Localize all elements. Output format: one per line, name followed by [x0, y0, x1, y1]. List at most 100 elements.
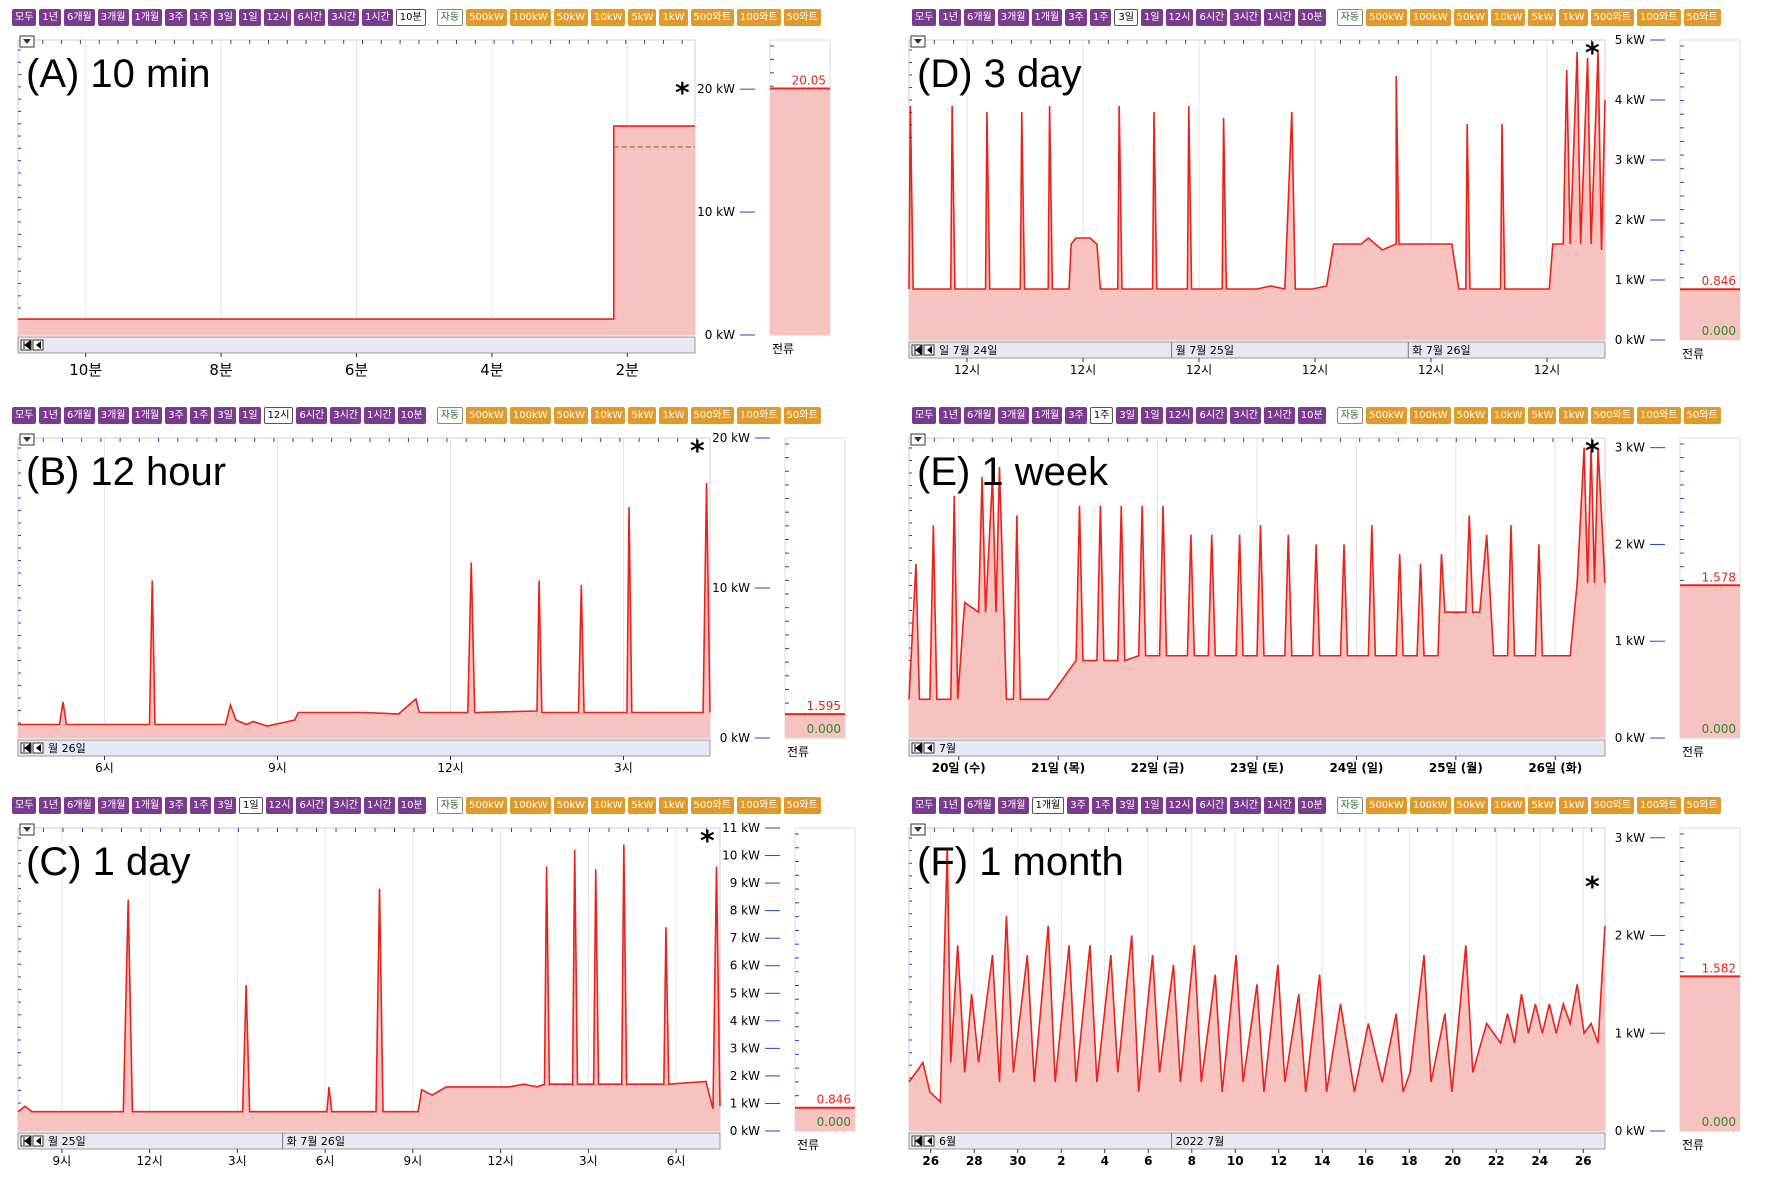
range-button-12[interactable]: 1시간	[1263, 797, 1295, 814]
range-button-3[interactable]: 3개월	[97, 9, 129, 26]
range-button-2[interactable]: 6개월	[63, 797, 95, 814]
range-button-4[interactable]: 1개월	[131, 9, 163, 26]
power-button-6[interactable]: 1kW	[659, 9, 688, 26]
range-button-12[interactable]: 1시간	[363, 797, 395, 814]
range-button-4[interactable]: 1개월	[1031, 797, 1065, 814]
power-button-5[interactable]: 5kW	[1528, 407, 1557, 424]
power-button-3[interactable]: 50kW	[553, 797, 589, 814]
power-button-0[interactable]: 자동	[1336, 407, 1364, 424]
power-button-8[interactable]: 100와트	[737, 797, 781, 814]
power-button-3[interactable]: 50kW	[553, 9, 589, 26]
power-button-7[interactable]: 500와트	[1590, 407, 1635, 424]
range-button-13[interactable]: 10분	[397, 407, 426, 424]
range-button-2[interactable]: 6개월	[63, 9, 95, 26]
range-button-8[interactable]: 1일	[1140, 9, 1163, 26]
range-button-8[interactable]: 1일	[1140, 797, 1163, 814]
range-button-4[interactable]: 1개월	[131, 797, 163, 814]
power-button-9[interactable]: 50와트	[1683, 407, 1721, 424]
range-button-4[interactable]: 1개월	[131, 407, 163, 424]
power-button-7[interactable]: 500와트	[1590, 9, 1635, 26]
power-button-8[interactable]: 100와트	[1637, 9, 1681, 26]
power-button-8[interactable]: 100와트	[1637, 797, 1681, 814]
power-button-4[interactable]: 10kW	[1491, 407, 1526, 424]
range-button-0[interactable]: 모두	[12, 9, 37, 26]
power-button-5[interactable]: 5kW	[628, 9, 657, 26]
range-button-5[interactable]: 3주	[1067, 797, 1089, 814]
range-button-8[interactable]: 1일	[238, 797, 263, 814]
range-button-10[interactable]: 6시간	[296, 407, 328, 424]
range-button-2[interactable]: 6개월	[963, 9, 995, 26]
power-button-2[interactable]: 100kW	[509, 407, 551, 424]
power-button-6[interactable]: 1kW	[659, 797, 688, 814]
power-button-4[interactable]: 10kW	[591, 407, 626, 424]
range-button-5[interactable]: 3주	[165, 407, 187, 424]
range-button-1[interactable]: 1년	[39, 9, 61, 26]
power-button-1[interactable]: 500kW	[466, 9, 507, 26]
range-button-11[interactable]: 3시간	[1230, 9, 1261, 26]
power-button-1[interactable]: 500kW	[1366, 797, 1407, 814]
range-button-2[interactable]: 6개월	[963, 797, 995, 814]
power-button-2[interactable]: 100kW	[1409, 407, 1451, 424]
range-button-0[interactable]: 모두	[912, 797, 937, 814]
range-button-7[interactable]: 3일	[1116, 407, 1138, 424]
range-button-3[interactable]: 3개월	[997, 407, 1029, 424]
range-button-12[interactable]: 1시간	[1263, 9, 1295, 26]
range-button-8[interactable]: 1일	[238, 9, 261, 26]
power-button-6[interactable]: 1kW	[1559, 9, 1588, 26]
range-button-0[interactable]: 모두	[912, 407, 937, 424]
range-button-13[interactable]: 10분	[397, 797, 426, 814]
range-button-6[interactable]: 1주	[1091, 797, 1114, 814]
range-button-1[interactable]: 1년	[939, 797, 961, 814]
range-button-3[interactable]: 3개월	[97, 407, 129, 424]
range-button-10[interactable]: 6시간	[1196, 407, 1228, 424]
power-button-9[interactable]: 50와트	[1683, 9, 1721, 26]
power-button-5[interactable]: 5kW	[628, 407, 657, 424]
range-button-4[interactable]: 1개월	[1031, 407, 1063, 424]
range-button-5[interactable]: 3주	[165, 797, 187, 814]
range-button-5[interactable]: 3주	[1065, 407, 1087, 424]
range-button-9[interactable]: 12시	[265, 797, 294, 814]
power-button-6[interactable]: 1kW	[1559, 407, 1588, 424]
range-button-10[interactable]: 6시간	[1196, 797, 1228, 814]
power-button-4[interactable]: 10kW	[591, 9, 626, 26]
range-button-8[interactable]: 1일	[1140, 407, 1163, 424]
range-button-0[interactable]: 모두	[12, 797, 37, 814]
power-button-2[interactable]: 100kW	[1409, 9, 1451, 26]
power-button-2[interactable]: 100kW	[1409, 797, 1451, 814]
range-button-1[interactable]: 1년	[39, 407, 61, 424]
range-button-9[interactable]: 12시	[1165, 407, 1194, 424]
power-button-7[interactable]: 500와트	[690, 407, 735, 424]
range-button-9[interactable]: 12시	[263, 407, 294, 424]
range-button-3[interactable]: 3개월	[997, 9, 1029, 26]
range-button-11[interactable]: 3시간	[328, 9, 359, 26]
range-button-9[interactable]: 12시	[263, 9, 292, 26]
range-button-6[interactable]: 1주	[189, 797, 212, 814]
power-button-5[interactable]: 5kW	[1528, 797, 1557, 814]
power-button-0[interactable]: 자동	[436, 797, 464, 814]
range-button-8[interactable]: 1일	[238, 407, 261, 424]
power-button-3[interactable]: 50kW	[553, 407, 589, 424]
power-button-4[interactable]: 10kW	[1491, 797, 1526, 814]
power-button-8[interactable]: 100와트	[1637, 407, 1681, 424]
range-button-9[interactable]: 12시	[1165, 797, 1194, 814]
power-button-1[interactable]: 500kW	[466, 407, 507, 424]
power-button-0[interactable]: 자동	[436, 9, 464, 26]
range-button-12[interactable]: 1시간	[363, 407, 395, 424]
power-button-3[interactable]: 50kW	[1453, 9, 1489, 26]
range-button-6[interactable]: 1주	[189, 407, 212, 424]
range-button-10[interactable]: 6시간	[294, 9, 326, 26]
range-button-12[interactable]: 1시간	[361, 9, 393, 26]
power-button-0[interactable]: 자동	[1336, 9, 1364, 26]
power-button-1[interactable]: 500kW	[1366, 407, 1407, 424]
range-button-7[interactable]: 3일	[214, 407, 236, 424]
power-button-3[interactable]: 50kW	[1453, 797, 1489, 814]
range-button-13[interactable]: 10분	[1297, 9, 1326, 26]
range-button-5[interactable]: 3주	[1065, 9, 1087, 26]
range-button-2[interactable]: 6개월	[63, 407, 95, 424]
power-button-7[interactable]: 500와트	[690, 9, 735, 26]
power-button-0[interactable]: 자동	[1336, 797, 1364, 814]
range-button-10[interactable]: 6시간	[296, 797, 328, 814]
power-button-7[interactable]: 500와트	[690, 797, 735, 814]
power-button-5[interactable]: 5kW	[1528, 9, 1557, 26]
range-button-11[interactable]: 3시간	[1230, 407, 1261, 424]
